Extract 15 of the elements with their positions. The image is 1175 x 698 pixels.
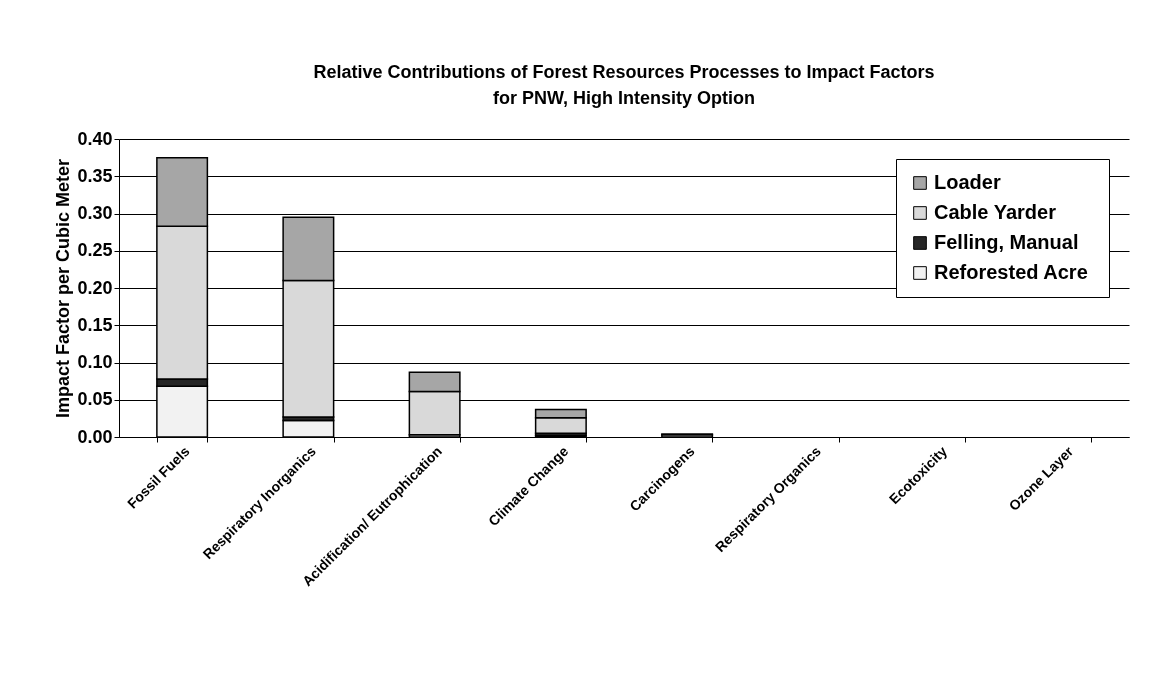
legend-label: Felling, Manual xyxy=(934,231,1079,253)
legend-label: Cable Yarder xyxy=(934,201,1057,223)
y-tick-label: 0.40 xyxy=(77,128,113,149)
y-tick-label: 0.00 xyxy=(77,426,113,447)
y-tick-label: 0.10 xyxy=(77,352,113,372)
legend-label: Loader xyxy=(934,171,1001,193)
legend-label: Reforested Acre xyxy=(934,261,1088,283)
y-tick-label: 0.05 xyxy=(77,389,113,410)
y-tick-label: 0.20 xyxy=(77,277,113,298)
y-tick-label: 0.35 xyxy=(77,165,113,186)
y-tick-label: 0.25 xyxy=(77,240,113,261)
y-axis-title: Impact Factor per Cubic Meter xyxy=(53,158,74,419)
y-tick-label: 0.15 xyxy=(77,314,113,335)
chart-title: Relative Contributions of Forest Resources Processes to Impact Factors for PNW, High Intensity Option xyxy=(313,62,935,108)
y-tick-label: 0.30 xyxy=(77,203,113,223)
